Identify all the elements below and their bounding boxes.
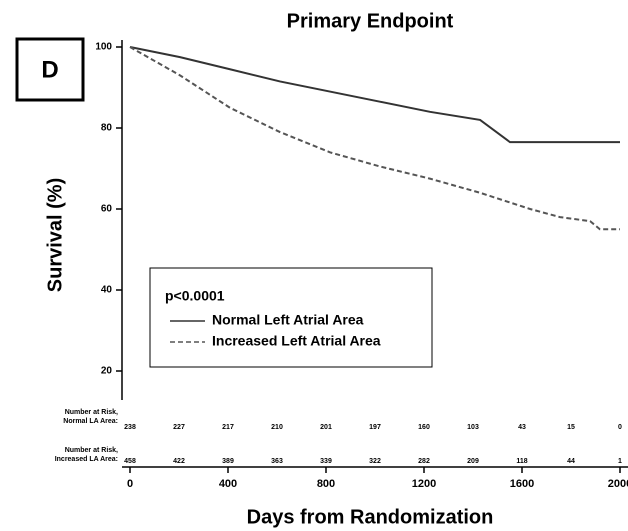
risk-count: 389: [222, 458, 234, 465]
y-tick-label: 80: [101, 123, 113, 134]
risk-count: 44: [567, 458, 575, 465]
risk-count: 197: [369, 424, 381, 431]
risk-count: 15: [567, 424, 575, 431]
x-tick-label: 0: [127, 478, 133, 490]
risk-count: 1: [618, 458, 622, 465]
risk-count: 322: [369, 458, 381, 465]
risk-row-label: Number at Risk,: [65, 409, 118, 416]
risk-count: 458: [124, 458, 136, 465]
y-tick-label: 20: [101, 366, 113, 377]
risk-count: 209: [467, 458, 479, 465]
x-tick-label: 2000: [608, 478, 628, 490]
risk-count: 282: [418, 458, 430, 465]
y-tick-label: 100: [95, 42, 112, 53]
risk-count: 103: [467, 424, 479, 431]
panel-label: D: [41, 56, 58, 83]
survival-curve: [129, 46, 620, 231]
p-value: p<0.0001: [165, 288, 225, 304]
legend-box: [149, 267, 433, 368]
y-tick-label: 40: [101, 285, 113, 296]
risk-count: 227: [173, 424, 185, 431]
risk-count: 363: [271, 458, 283, 465]
y-axis-label: Survival (%): [44, 178, 66, 292]
legend-label: Increased Left Atrial Area: [212, 333, 381, 349]
risk-row-label: Increased LA Area:: [55, 456, 118, 463]
risk-count: 160: [418, 424, 430, 431]
risk-count: 217: [222, 424, 234, 431]
survival-curve: [129, 46, 620, 144]
y-tick-label: 60: [101, 204, 113, 215]
x-tick-label: 1600: [510, 478, 534, 490]
x-tick-label: 400: [219, 478, 237, 490]
legend-label: Normal Left Atrial Area: [212, 312, 364, 328]
risk-count: 238: [124, 424, 136, 431]
x-axis-label: Days from Randomization: [247, 506, 494, 528]
risk-count: 201: [320, 424, 332, 431]
chart-title: Primary Endpoint: [287, 10, 454, 32]
risk-count: 422: [173, 458, 185, 465]
risk-count: 43: [518, 424, 526, 431]
risk-count: 339: [320, 458, 332, 465]
risk-row-label: Number at Risk,: [65, 447, 118, 454]
x-tick-label: 800: [317, 478, 335, 490]
panel-box: [15, 37, 85, 102]
risk-count: 118: [516, 458, 527, 465]
x-tick-label: 1200: [412, 478, 436, 490]
risk-count: 0: [618, 424, 622, 431]
risk-row-label: Normal LA Area:: [63, 418, 118, 425]
risk-count: 210: [271, 424, 283, 431]
